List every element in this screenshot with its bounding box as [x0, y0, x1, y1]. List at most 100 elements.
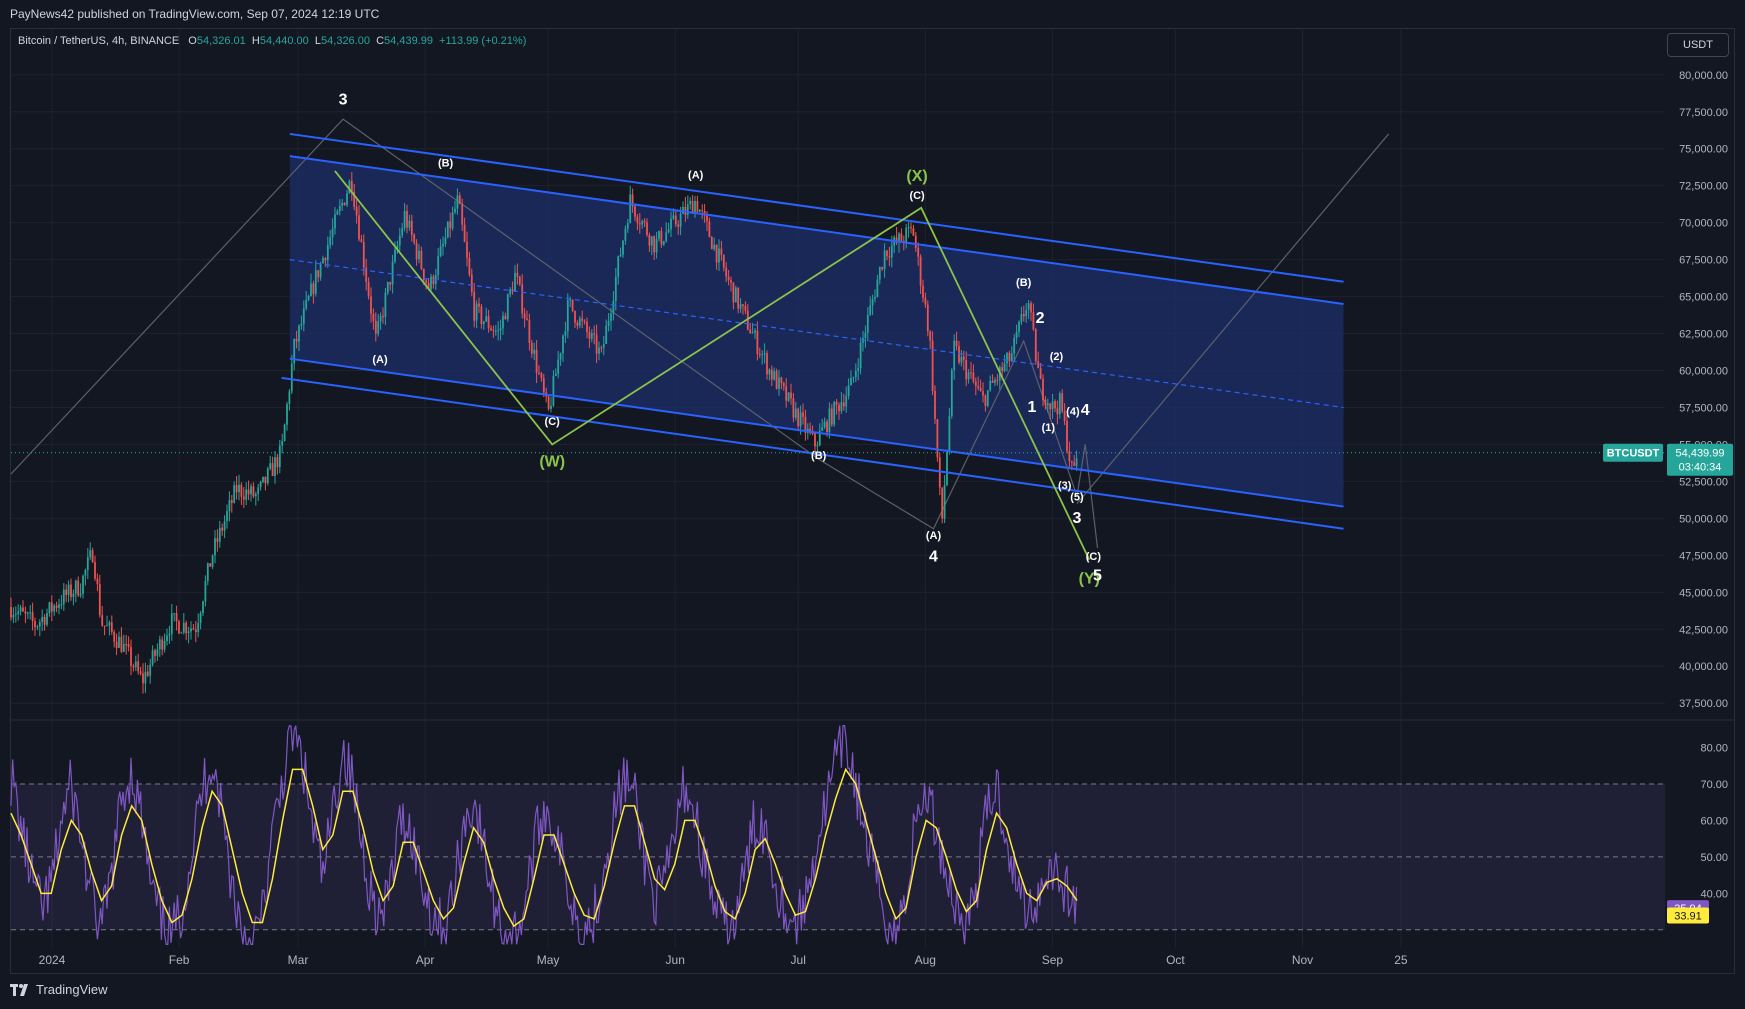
candle-body — [775, 371, 778, 389]
candle-body — [566, 300, 569, 332]
wave-label: (2) — [1050, 351, 1064, 363]
candle-body — [864, 332, 867, 338]
wxy-wave-path[interactable] — [334, 170, 1091, 561]
candle-body — [732, 282, 735, 303]
candle-body — [502, 315, 504, 329]
candle-body — [425, 280, 428, 283]
channel-upper-line[interactable] — [289, 155, 1344, 305]
candle-body — [782, 383, 785, 387]
candle-body — [118, 636, 120, 648]
candle-body — [137, 661, 140, 672]
candle-body — [274, 457, 276, 477]
channel-lower-line[interactable] — [289, 357, 1344, 508]
time-tick-label: Jun — [666, 953, 685, 967]
candle-body — [744, 305, 747, 311]
currency-button[interactable]: USDT — [1667, 33, 1729, 57]
candle-body — [1068, 451, 1071, 461]
candle-body — [96, 578, 99, 585]
candle-body — [31, 612, 34, 622]
candle-body — [115, 641, 118, 648]
candle-body — [221, 527, 224, 531]
candle-body — [878, 267, 881, 280]
channel-upper-outer-line[interactable] — [289, 132, 1344, 283]
candle-body — [1058, 393, 1061, 415]
candle-body — [790, 392, 792, 399]
candle-body — [922, 285, 924, 299]
candle-body — [934, 390, 936, 420]
ticker-badge[interactable] — [1603, 443, 1663, 462]
candle-body — [29, 612, 32, 614]
footer-brand[interactable]: TradingView — [10, 982, 108, 997]
candle-body — [367, 282, 370, 297]
wave-label: (B) — [1016, 277, 1032, 289]
candle-body — [187, 631, 190, 634]
price-tick-label: 52,500.00 — [1679, 476, 1728, 488]
time-tick-label: May — [537, 953, 560, 967]
candle-body — [530, 342, 533, 354]
candle-body — [881, 267, 884, 270]
candle-body — [134, 661, 137, 668]
candle-body — [10, 607, 12, 618]
wave-label: 5 — [1093, 567, 1102, 584]
candle-body — [166, 635, 168, 642]
candle-body — [523, 313, 526, 319]
candle-body — [754, 330, 756, 333]
wave-label: (C) — [545, 416, 561, 428]
candle-body — [456, 195, 459, 209]
candle-body — [254, 493, 257, 497]
candle-body — [1015, 331, 1018, 339]
candle-body — [156, 649, 159, 656]
candle-body — [329, 237, 332, 245]
wave-label: (A) — [926, 530, 942, 542]
candle-body — [725, 267, 728, 277]
candle-body — [480, 306, 483, 325]
candle-body — [842, 402, 845, 407]
candle-body — [629, 194, 632, 224]
candle-body — [262, 476, 264, 482]
candle-body — [355, 206, 358, 216]
candle-body — [600, 347, 603, 349]
candle-body — [617, 256, 620, 277]
candle-body — [240, 484, 243, 497]
publish-header: PayNews42 published on TradingView.com, … — [0, 0, 1745, 28]
candle-body — [730, 280, 732, 283]
candle-body — [430, 276, 432, 290]
channel-lower-outer-line[interactable] — [281, 376, 1344, 530]
candle-body — [816, 445, 819, 447]
candle-body — [65, 589, 68, 596]
candle-body — [266, 468, 269, 484]
price-tick-label: 40,000.00 — [1679, 661, 1728, 673]
change-value: +113.99 (+0.21%) — [439, 35, 527, 47]
candle-body — [677, 224, 680, 227]
rsi-tick-label: 50.00 — [1700, 852, 1728, 864]
candle-body — [869, 305, 872, 315]
candle-body — [396, 245, 399, 250]
candle-body — [631, 194, 634, 207]
candle-body — [1046, 403, 1049, 406]
candle-body — [823, 421, 826, 428]
candle-body — [811, 433, 814, 435]
low-value: 54,326.00 — [321, 35, 370, 47]
candle-body — [914, 235, 917, 248]
candle-body — [276, 457, 279, 468]
candle-body — [833, 401, 836, 425]
candle-body — [194, 629, 197, 633]
candle-body — [70, 584, 72, 598]
wave-label: (C) — [909, 190, 925, 202]
candle-body — [1061, 393, 1064, 412]
candle-body — [197, 623, 200, 633]
candle-body — [415, 242, 418, 260]
symbol-label[interactable]: Bitcoin / TetherUS, 4h, BINANCE — [18, 35, 180, 47]
candle-body — [970, 372, 972, 374]
candle-body — [58, 604, 60, 608]
price-badge — [1667, 443, 1733, 476]
candle-body — [36, 626, 39, 628]
channel-middle-line[interactable] — [289, 259, 1344, 409]
candle-body — [636, 216, 639, 224]
candle-body — [142, 673, 144, 684]
candle-body — [317, 270, 320, 278]
candle-body — [84, 570, 87, 576]
candle-body — [718, 248, 720, 263]
candle-body — [938, 457, 941, 488]
